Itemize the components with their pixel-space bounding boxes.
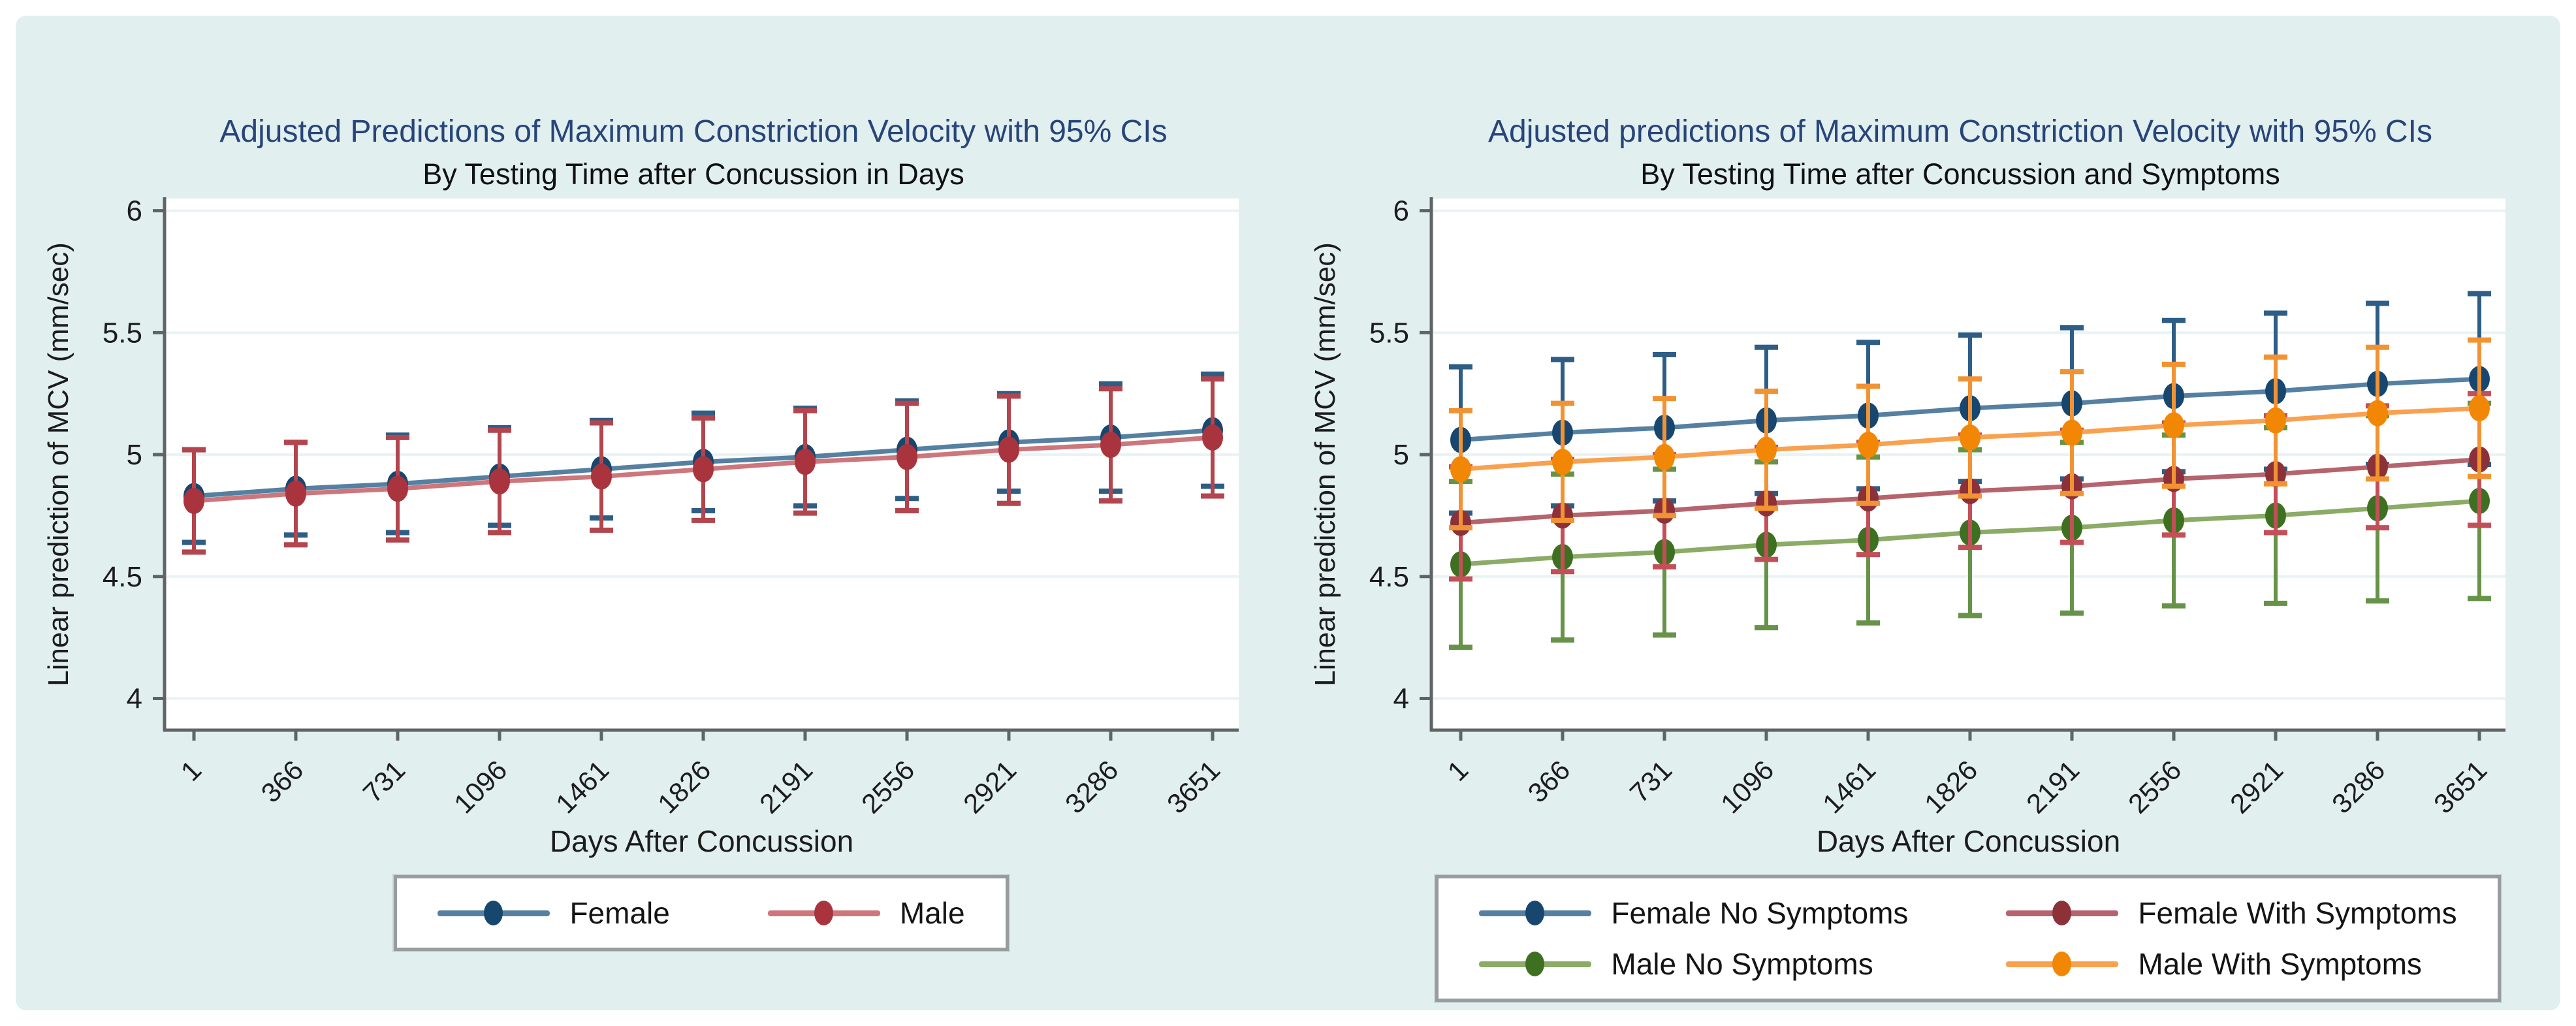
x-tick-label: 3651 xyxy=(1161,754,1226,819)
x-tick-label: 2556 xyxy=(855,754,920,819)
data-point xyxy=(1100,432,1121,458)
data-point xyxy=(1756,436,1777,463)
x-tick-label: 1 xyxy=(1442,754,1474,787)
x-tick-label: 1461 xyxy=(550,754,614,819)
data-point xyxy=(795,449,816,475)
y-tick-label: 4 xyxy=(1393,682,1409,714)
x-tick-label: 1 xyxy=(175,754,208,787)
x-tick-label: 3286 xyxy=(1059,754,1124,819)
y-tick-label: 6 xyxy=(127,196,142,227)
x-tick-label: 1096 xyxy=(448,754,513,819)
data-point xyxy=(387,475,408,502)
data-point xyxy=(693,456,714,483)
y-tick-label: 5 xyxy=(127,439,142,471)
y-tick-label: 4 xyxy=(127,682,142,714)
legend-label: Female With Symptoms xyxy=(2138,896,2457,930)
x-tick-label: 3651 xyxy=(2428,754,2492,819)
x-tick-label: 1461 xyxy=(1817,754,1881,819)
legend-item-female-no-symptoms: Female No Symptoms xyxy=(1479,895,1908,931)
charts-panel: Adjusted Predictions of Maximum Constric… xyxy=(16,16,2560,1010)
left-chart-legend: Female Male xyxy=(392,874,1010,952)
left-chart-title: Adjusted Predictions of Maximum Constric… xyxy=(219,114,1168,149)
legend-item-male-no-symptoms: Male No Symptoms xyxy=(1479,946,1908,982)
data-point xyxy=(897,443,917,470)
data-point xyxy=(1654,443,1675,470)
legend-swatch-icon xyxy=(2006,950,2119,978)
data-point xyxy=(2061,419,2082,446)
x-tick-label: 2556 xyxy=(2122,754,2187,819)
x-axis-title: Days After Concussion xyxy=(1817,824,2120,858)
data-point xyxy=(591,463,612,490)
data-point xyxy=(998,436,1019,463)
series-male-with-symptoms xyxy=(1449,337,2491,531)
y-tick-label: 5.5 xyxy=(1369,317,1409,349)
legend-label: Male With Symptoms xyxy=(2138,947,2422,981)
data-point xyxy=(2163,412,2184,439)
legend-swatch-icon xyxy=(437,899,550,927)
left-chart: Adjusted Predictions of Maximum Constric… xyxy=(34,16,1262,1010)
x-tick-label: 731 xyxy=(357,754,411,809)
data-point xyxy=(1202,424,1223,451)
data-point xyxy=(2469,395,2490,422)
left-chart-subtitle: By Testing Time after Concussion in Days xyxy=(422,157,964,191)
x-tick-label: 2921 xyxy=(957,754,1022,819)
legend-item-female: Female xyxy=(437,895,670,931)
y-tick-label: 4.5 xyxy=(1369,561,1409,593)
series-male xyxy=(182,376,1224,555)
y-axis-title: Linear prediction of MCV (mm/sec) xyxy=(1309,242,1341,686)
legend-label: Female xyxy=(569,896,670,930)
left-chart-canvas: 4 4.5 5 5.5 6 1 366 731 1096 1461 1826 2191 2556 2921… xyxy=(42,196,1239,858)
right-chart-subtitle: By Testing Time after Concussion and Sym… xyxy=(1640,157,2280,191)
x-axis-title: Days After Concussion xyxy=(550,824,853,858)
legend-item-male: Male xyxy=(767,895,965,931)
data-point xyxy=(285,480,306,507)
data-point xyxy=(1450,456,1471,483)
data-point xyxy=(489,468,510,495)
right-chart-title: Adjusted predictions of Maximum Constric… xyxy=(1488,114,2432,149)
legend-swatch-icon xyxy=(767,899,880,927)
x-tick-label: 2191 xyxy=(2020,754,2085,819)
data-point xyxy=(2265,407,2286,434)
legend-label: Male No Symptoms xyxy=(1611,947,1873,981)
legend-swatch-icon xyxy=(1479,899,1592,927)
data-point xyxy=(2367,400,2388,426)
x-tick-label: 2191 xyxy=(754,754,818,819)
legend-label: Male xyxy=(899,896,965,930)
legend-item-male-with-symptoms: Male With Symptoms xyxy=(2006,946,2457,982)
x-tick-label: 1096 xyxy=(1715,754,1779,819)
data-point xyxy=(1960,424,1980,451)
x-tick-label: 2921 xyxy=(2224,754,2289,819)
y-tick-label: 5.5 xyxy=(103,317,142,349)
legend-item-female-with-symptoms: Female With Symptoms xyxy=(2006,895,2457,931)
y-tick-label: 4.5 xyxy=(103,561,142,593)
right-chart-canvas: 4 4.5 5 5.5 6 1 366 731 1096 1461 1826 2191 2556 2921… xyxy=(1309,196,2505,858)
legend-label: Female No Symptoms xyxy=(1611,896,1909,930)
data-point xyxy=(1858,432,1879,458)
y-axis-title: Linear prediction of MCV (mm/sec) xyxy=(42,242,74,686)
x-tick-label: 1826 xyxy=(1918,754,1983,819)
right-chart: Adjusted predictions of Maximum Constric… xyxy=(1301,16,2528,1010)
right-chart-legend-wrap: Female No Symptoms Female With Symptoms Ma… xyxy=(1354,874,2576,1003)
x-tick-label: 1826 xyxy=(652,754,716,819)
left-chart-legend-wrap: Female Male xyxy=(87,874,1315,952)
data-point xyxy=(1552,449,1573,475)
x-tick-label: 731 xyxy=(1624,754,1678,809)
x-tick-label: 366 xyxy=(255,754,310,809)
right-chart-legend: Female No Symptoms Female With Symptoms Ma… xyxy=(1434,874,2502,1003)
legend-swatch-icon xyxy=(2006,899,2119,927)
x-tick-label: 3286 xyxy=(2326,754,2391,819)
y-tick-label: 5 xyxy=(1393,439,1409,471)
y-tick-label: 6 xyxy=(1393,196,1409,227)
x-tick-label: 366 xyxy=(1522,754,1576,809)
data-point xyxy=(183,488,204,515)
legend-swatch-icon xyxy=(1479,950,1592,978)
